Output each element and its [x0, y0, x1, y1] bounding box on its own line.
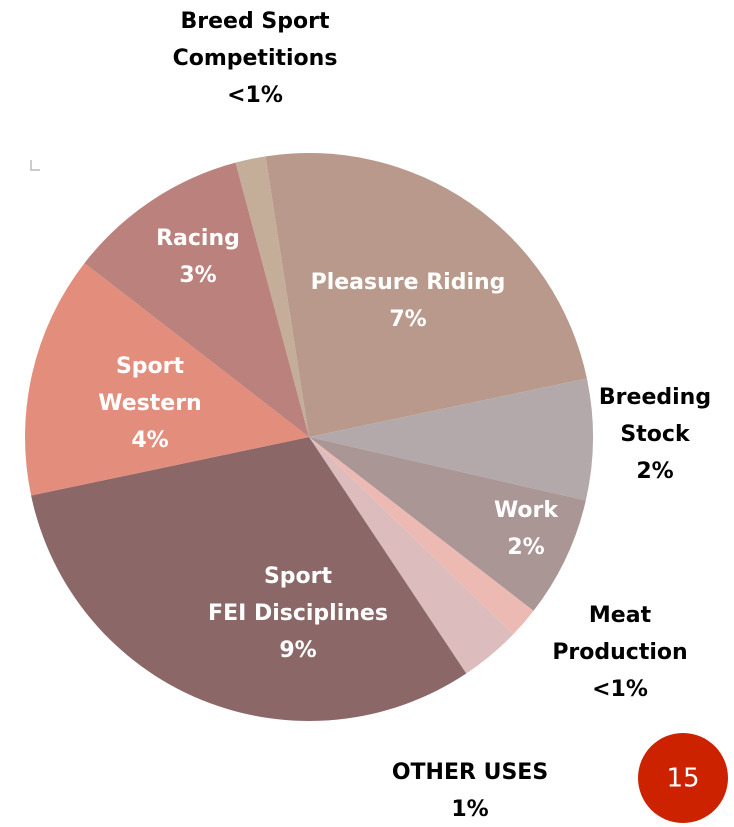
- pie: [25, 153, 593, 721]
- pie-slice: [309, 437, 514, 674]
- pie-slice: [309, 378, 593, 501]
- pie-slice: [25, 263, 310, 496]
- slice-label: Sport Western: [98, 354, 201, 416]
- slice-label: Breed Sport Competitions: [173, 9, 338, 71]
- page-badge: [638, 733, 728, 823]
- pie-slice: [31, 437, 467, 721]
- slice-value-label: 9%: [279, 638, 316, 663]
- slice-value-label: <1%: [592, 677, 648, 702]
- slice-label: Meat Production: [552, 603, 687, 665]
- slice-label: Racing: [156, 226, 240, 251]
- slice-label: Work: [494, 498, 559, 523]
- pie-slice: [309, 437, 534, 635]
- slice-label: Pleasure Riding: [311, 270, 506, 295]
- slice-value-label: 2%: [636, 459, 673, 484]
- slice-value-label: 7%: [389, 307, 426, 332]
- slice-value-label: <1%: [227, 83, 283, 108]
- pie-slice: [235, 156, 309, 438]
- pie-slice: [84, 162, 309, 437]
- slice-value-label: 1%: [451, 797, 488, 822]
- pie-slice: [309, 437, 586, 611]
- slice-label: Sport FEI Disciplines: [208, 564, 388, 626]
- page-number: 15: [666, 764, 699, 794]
- slice-value-label: 4%: [131, 428, 168, 453]
- slice-value-label: 2%: [507, 535, 544, 560]
- slice-value-label: 3%: [179, 263, 216, 288]
- slice-label: OTHER USES: [392, 760, 548, 785]
- pie-slice: [265, 153, 587, 437]
- corner-mark: [30, 160, 40, 171]
- slice-label: Breeding Stock: [599, 385, 711, 447]
